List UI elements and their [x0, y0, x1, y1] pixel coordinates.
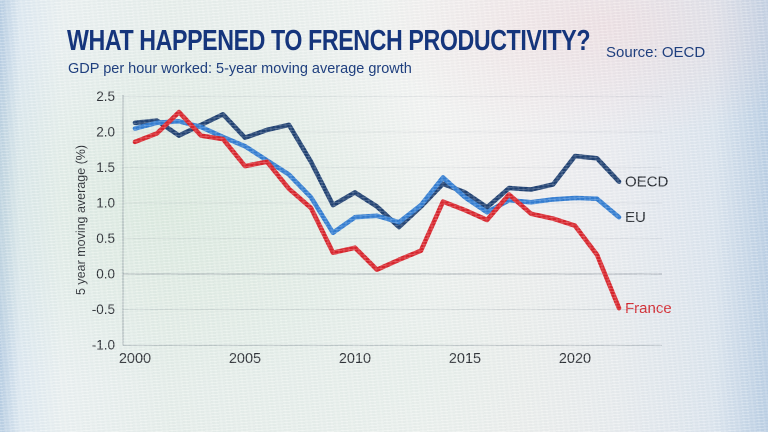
eu-series-label: EU	[625, 209, 646, 226]
axes	[122, 95, 662, 346]
y-tick-label: 2.0	[96, 125, 115, 140]
y-tick-label: 0.0	[96, 267, 115, 282]
y-tick-label: -1.0	[92, 338, 115, 353]
series-end-labels: OECD EU France	[625, 174, 672, 317]
y-axis-title: 5 year moving average (%)	[74, 145, 88, 295]
y-tick-label: 0.5	[96, 231, 115, 246]
y-axis-tick-labels: 2.5 2.0 1.5 1.0 0.5 0.0 -0.5 -1.0	[92, 89, 115, 353]
y-tick-label: 1.5	[96, 160, 115, 175]
data-series-lines	[132, 109, 622, 311]
eu-line	[132, 119, 622, 236]
y-tick-label: 2.5	[96, 89, 115, 104]
oecd-series-label: OECD	[625, 174, 669, 191]
x-tick-label: 2015	[449, 351, 481, 367]
france-series-label: France	[625, 300, 672, 317]
oecd-line	[132, 112, 622, 230]
source-attribution: Source: OECD	[606, 44, 706, 61]
y-tick-label: 1.0	[96, 196, 115, 211]
x-axis-tick-labels: 2000 2005 2010 2015 2020	[119, 351, 591, 367]
x-tick-label: 2020	[559, 351, 591, 367]
y-tick-label: -0.5	[92, 302, 115, 317]
x-tick-label: 2005	[229, 351, 261, 367]
chart-subtitle: GDP per hour worked: 5-year moving avera…	[68, 61, 412, 77]
x-tick-label: 2000	[119, 351, 151, 367]
x-tick-label: 2010	[339, 351, 371, 367]
page-title: WHAT HAPPENED TO FRENCH PRODUCTIVITY?	[67, 25, 591, 57]
france-line	[132, 109, 622, 311]
